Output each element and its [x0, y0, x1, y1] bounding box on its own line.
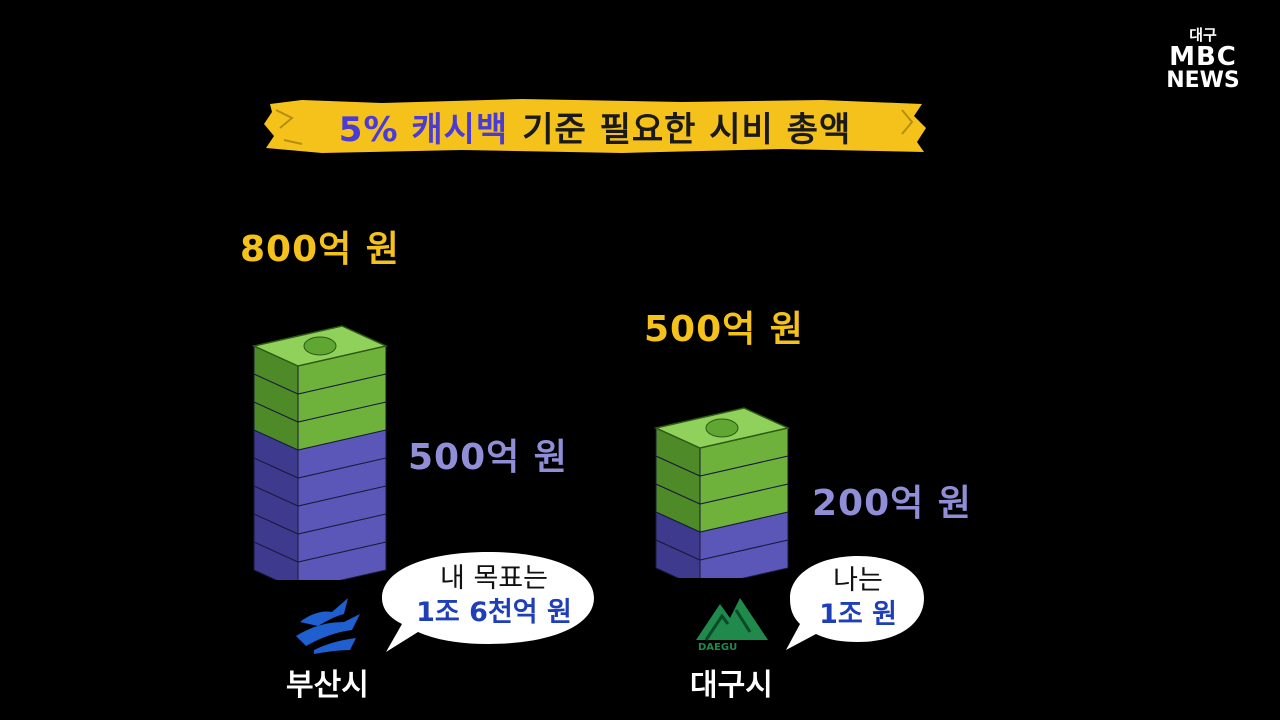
- busan-bubble-line2: 1조 6천억 원: [416, 597, 572, 628]
- daegu-bubble-line1: 나는: [833, 565, 883, 596]
- daegu-city-name: 대구시: [690, 668, 773, 703]
- logo-brand: MBC: [1169, 42, 1237, 72]
- busan-speech-bubble: [382, 552, 594, 652]
- daegu-bubble-line2: 1조 원: [819, 599, 897, 630]
- won-seal-icon: [705, 418, 739, 438]
- busan-bubble-text: 내 목표는 1조 6천억 원: [394, 562, 594, 630]
- mbc-news-logo: 대구 MBC NEWS: [1162, 24, 1244, 93]
- title-accent: 5% 캐시백: [338, 109, 509, 150]
- busan-city-logo: [296, 598, 360, 654]
- busan-money-stack: [251, 325, 389, 580]
- busan-total-amount: 800억 원: [240, 229, 400, 270]
- busan-city-name: 부산시: [286, 668, 369, 703]
- daegu-city-logo: DAEGU: [696, 598, 768, 653]
- logo-region: 대구: [1189, 26, 1217, 44]
- logo-sub: NEWS: [1166, 68, 1240, 93]
- daegu-total-amount: 500억 원: [644, 309, 804, 350]
- busan-base-amount: 500억 원: [408, 437, 568, 478]
- daegu-money-stack: [653, 407, 791, 578]
- won-seal-icon: [303, 336, 337, 356]
- daegu-logo-text: DAEGU: [698, 642, 737, 653]
- title-rest: 기준 필요한 시비 총액: [522, 109, 852, 150]
- title-banner-bg: [264, 99, 926, 153]
- stack-layer-extra: [655, 483, 789, 533]
- daegu-base-amount: 200억 원: [812, 483, 972, 524]
- daegu-bubble-text: 나는 1조 원: [790, 564, 926, 632]
- title: 5% 캐시백 기준 필요한 시비 총액: [262, 98, 928, 154]
- daegu-speech-bubble: [786, 556, 924, 650]
- busan-bubble-line1: 내 목표는: [440, 563, 548, 594]
